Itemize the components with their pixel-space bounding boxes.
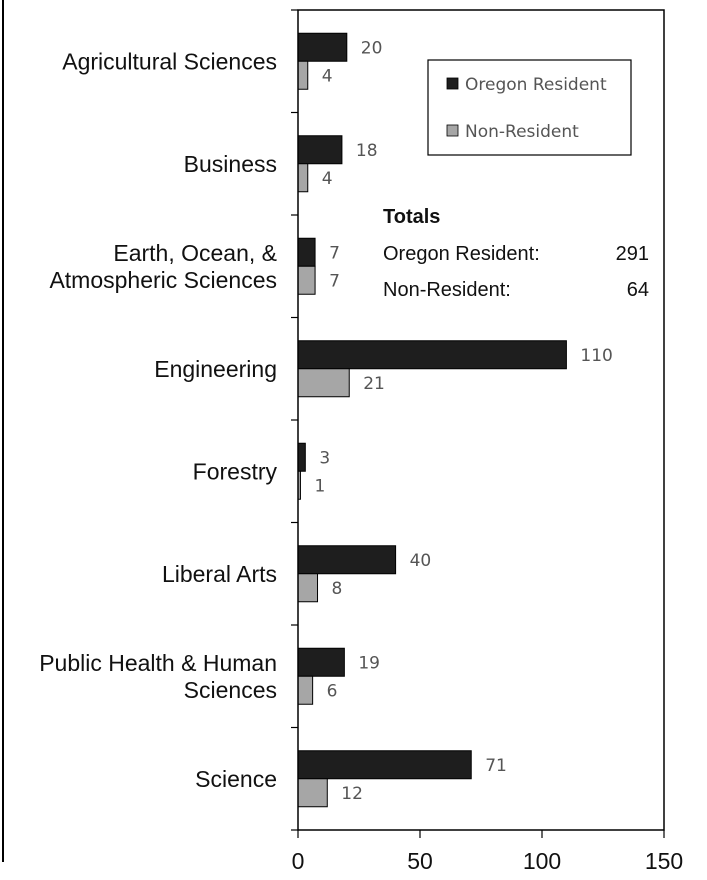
bar-non-resident bbox=[297, 163, 309, 193]
data-label-oregon-resident: 3 bbox=[319, 448, 330, 468]
bar-oregon-resident bbox=[297, 442, 306, 472]
bar-non-resident bbox=[297, 265, 316, 295]
category-label: Engineering bbox=[154, 356, 277, 382]
bar-non-resident bbox=[297, 573, 319, 603]
legend-box bbox=[427, 59, 632, 156]
bar-non-resident bbox=[297, 778, 328, 808]
data-label-non-resident: 12 bbox=[341, 784, 363, 804]
totals-oregon-value: 291 bbox=[616, 243, 649, 265]
category-label: Public Health & Human bbox=[39, 650, 277, 676]
category-label: Liberal Arts bbox=[162, 561, 277, 587]
bar-non-resident bbox=[297, 60, 309, 90]
legend-swatch-non-resident bbox=[446, 124, 459, 137]
category-label: Earth, Ocean, & bbox=[113, 240, 277, 266]
category-label: Agricultural Sciences bbox=[62, 48, 277, 74]
bar-oregon-resident bbox=[297, 340, 567, 370]
legend-label-oregon-resident: Oregon Resident bbox=[465, 75, 607, 95]
category-label: Sciences bbox=[184, 677, 277, 703]
bar-oregon-resident bbox=[297, 545, 397, 575]
data-label-non-resident: 7 bbox=[329, 271, 340, 291]
legend-swatch-oregon-resident bbox=[446, 77, 459, 90]
totals-oregon-label: Oregon Resident: bbox=[383, 243, 540, 265]
totals-annotation: Totals Oregon Resident: 291 Non-Resident… bbox=[383, 206, 649, 301]
bar-oregon-resident bbox=[297, 237, 316, 267]
category-label: Forestry bbox=[193, 458, 278, 484]
legend: Oregon Resident Non-Resident bbox=[427, 59, 632, 156]
data-label-oregon-resident: 110 bbox=[580, 346, 612, 366]
x-tick-label: 100 bbox=[523, 848, 561, 874]
x-tick-label: 150 bbox=[645, 848, 683, 874]
axis-ticks bbox=[291, 9, 665, 838]
data-label-non-resident: 4 bbox=[322, 169, 333, 189]
bar-non-resident bbox=[297, 368, 350, 398]
data-label-oregon-resident: 20 bbox=[361, 38, 383, 58]
x-tick-labels: 0 50 100 150 bbox=[292, 848, 684, 874]
data-label-non-resident: 8 bbox=[332, 579, 343, 599]
totals-title: Totals bbox=[383, 206, 440, 228]
data-label-non-resident: 1 bbox=[314, 476, 325, 496]
category-labels: Agricultural Sciences Business Earth, Ocea… bbox=[39, 48, 277, 792]
data-label-oregon-resident: 71 bbox=[485, 756, 507, 776]
data-label-oregon-resident: 40 bbox=[410, 551, 432, 571]
data-label-oregon-resident: 7 bbox=[329, 243, 340, 263]
category-label: Science bbox=[195, 766, 277, 792]
legend-label-non-resident: Non-Resident bbox=[465, 122, 579, 142]
data-label-non-resident: 21 bbox=[363, 374, 385, 394]
x-tick-label: 0 bbox=[292, 848, 305, 874]
bar-oregon-resident bbox=[297, 647, 345, 677]
category-label: Atmospheric Sciences bbox=[49, 267, 277, 293]
data-label-oregon-resident: 18 bbox=[356, 141, 378, 161]
data-label-oregon-resident: 19 bbox=[358, 653, 380, 673]
bars bbox=[297, 32, 567, 808]
bar-oregon-resident bbox=[297, 750, 472, 780]
totals-nonresident-value: 64 bbox=[627, 279, 649, 301]
x-tick-label: 50 bbox=[407, 848, 433, 874]
bar-oregon-resident bbox=[297, 135, 343, 165]
totals-nonresident-label: Non-Resident: bbox=[383, 279, 511, 301]
category-label: Business bbox=[184, 151, 277, 177]
bar-oregon-resident bbox=[297, 32, 348, 62]
data-label-non-resident: 4 bbox=[322, 66, 333, 86]
bar-non-resident bbox=[297, 675, 314, 705]
data-label-non-resident: 6 bbox=[327, 681, 338, 701]
